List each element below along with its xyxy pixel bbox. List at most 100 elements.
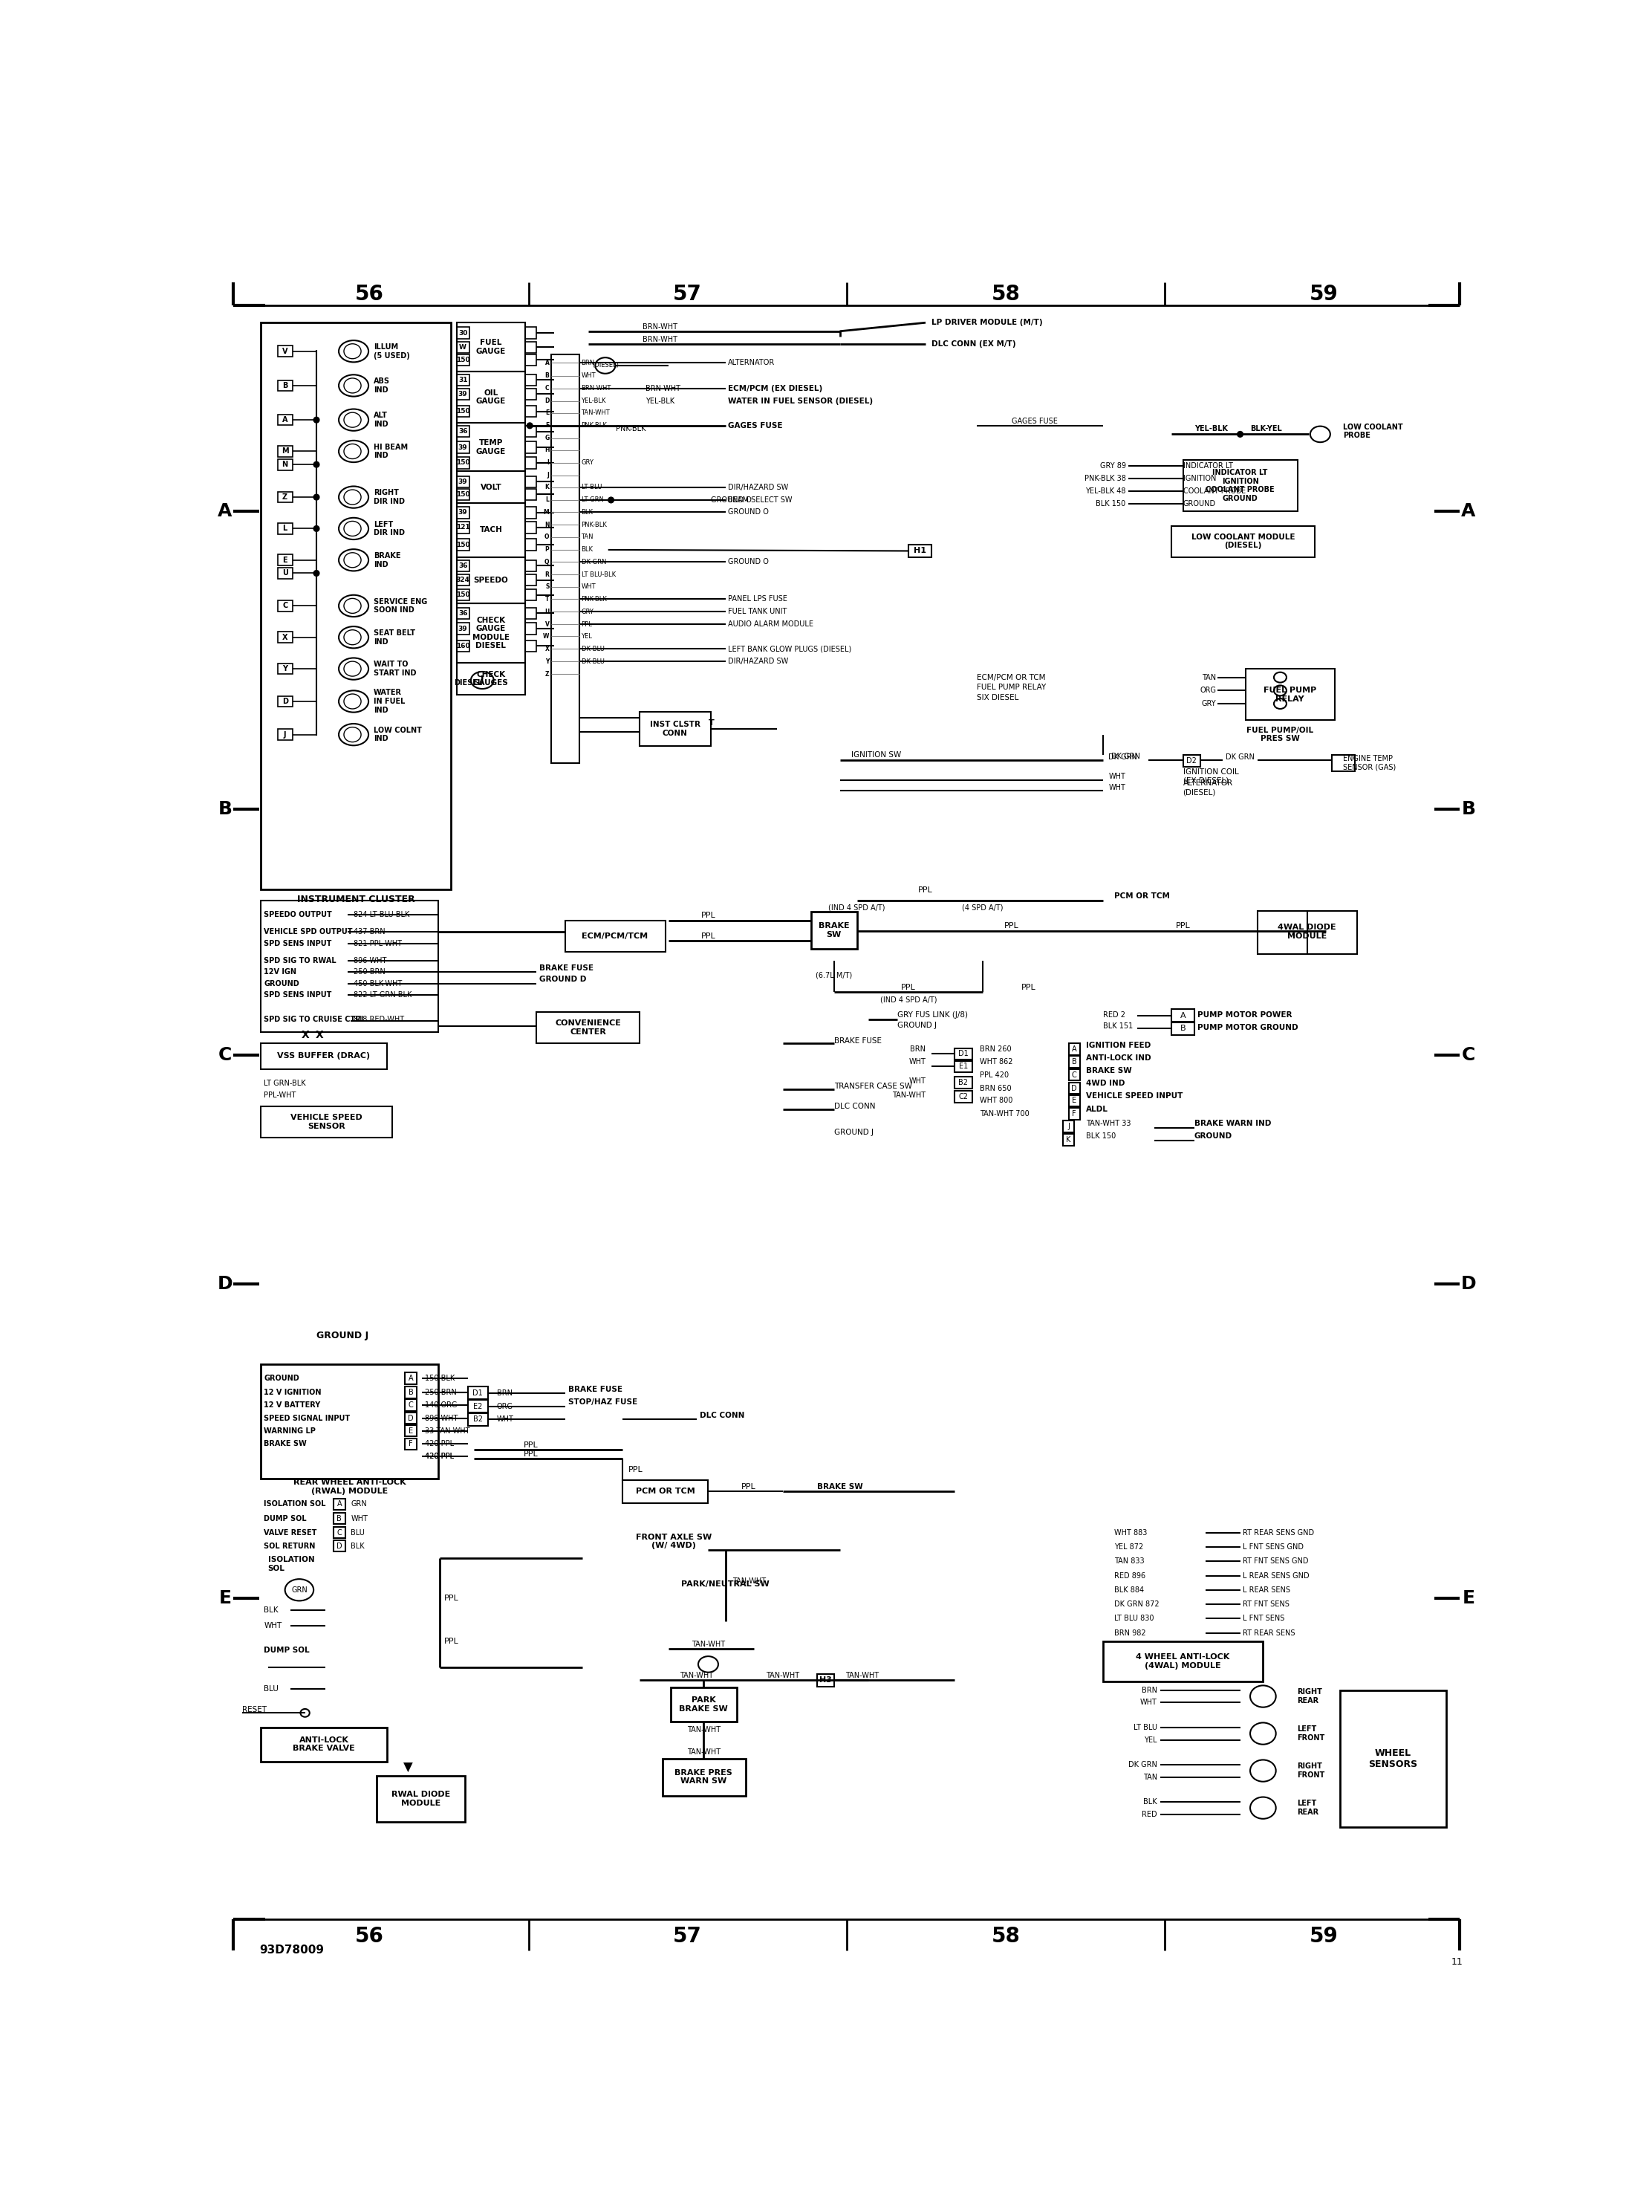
Text: BRN-WHT: BRN-WHT [643, 336, 677, 343]
Text: IGNITION FEED: IGNITION FEED [1085, 1042, 1150, 1048]
Text: M: M [544, 509, 548, 515]
Text: IGNITION: IGNITION [1183, 476, 1216, 482]
Text: BRAKE FUSE: BRAKE FUSE [834, 1037, 882, 1044]
Text: ANTI-LOCK IND: ANTI-LOCK IND [1085, 1055, 1151, 1062]
Text: BLK: BLK [264, 1606, 279, 1615]
Bar [334, 1513, 345, 1524]
Bar [525, 489, 537, 500]
Text: RT REAR SENS: RT REAR SENS [1242, 1628, 1295, 1637]
Text: TAN-WHT 33: TAN-WHT 33 [1085, 1119, 1130, 1128]
Text: TAN 833: TAN 833 [1115, 1557, 1145, 1566]
Circle shape [527, 422, 532, 429]
Text: V: V [545, 622, 548, 628]
Bar [261, 1106, 393, 1137]
Text: Y: Y [545, 657, 548, 664]
Text: LT BLU-BLK: LT BLU-BLK [582, 571, 616, 577]
Text: GRY: GRY [1201, 699, 1216, 708]
Text: DK GRN: DK GRN [582, 557, 606, 564]
Text: FUEL
GAUGE: FUEL GAUGE [476, 338, 506, 354]
Text: 140 ORG: 140 ORG [425, 1402, 458, 1409]
Bar [671, 1688, 737, 1721]
Text: PPL: PPL [628, 1467, 643, 1473]
Text: L REAR SENS GND: L REAR SENS GND [1242, 1573, 1310, 1579]
Text: Z: Z [545, 670, 548, 677]
Bar [278, 345, 292, 356]
Text: GROUND J: GROUND J [897, 1022, 937, 1029]
Bar [1340, 1690, 1446, 1827]
Text: ECM/PCM/TCM: ECM/PCM/TCM [582, 931, 648, 940]
Bar [261, 1044, 387, 1068]
Text: (6.7L M/T): (6.7L M/T) [816, 971, 852, 978]
Text: GRN: GRN [291, 1586, 307, 1593]
Bar [1257, 911, 1358, 953]
Ellipse shape [344, 445, 362, 458]
Ellipse shape [699, 1657, 719, 1672]
Text: PNK-BLK: PNK-BLK [582, 522, 608, 529]
Bar [278, 555, 292, 566]
Text: RIGHT
REAR: RIGHT REAR [1297, 1688, 1323, 1705]
Bar [456, 557, 525, 604]
Text: E: E [1462, 1590, 1475, 1608]
Ellipse shape [344, 661, 362, 677]
Text: PPL: PPL [524, 1451, 539, 1458]
Text: ALDL: ALDL [1085, 1106, 1108, 1113]
Text: 12V IGN: 12V IGN [264, 969, 296, 975]
Text: B: B [408, 1389, 413, 1396]
Text: ILLUM
(5 USED): ILLUM (5 USED) [373, 343, 410, 358]
Bar [1069, 1082, 1080, 1095]
Bar [261, 1365, 438, 1478]
Text: U: U [282, 568, 287, 577]
Bar [334, 1498, 345, 1511]
Text: PPL: PPL [742, 1484, 755, 1491]
Bar [1171, 1022, 1194, 1035]
Text: B: B [1180, 1024, 1186, 1033]
Text: BRAKE SW: BRAKE SW [816, 1484, 862, 1491]
Text: 4WD IND: 4WD IND [1085, 1079, 1125, 1088]
Circle shape [314, 526, 319, 531]
Text: DLC CONN (EX M/T): DLC CONN (EX M/T) [932, 341, 1016, 347]
Bar [468, 1387, 487, 1400]
Bar [623, 1480, 709, 1502]
Ellipse shape [595, 358, 615, 374]
Text: FUEL PUMP RELAY: FUEL PUMP RELAY [976, 684, 1046, 692]
Bar [456, 624, 469, 635]
Ellipse shape [344, 695, 362, 708]
Ellipse shape [1274, 699, 1287, 708]
Bar [278, 524, 292, 533]
Text: BLU: BLU [264, 1686, 279, 1692]
Text: PPL: PPL [524, 1442, 539, 1449]
Text: BLK-YEL: BLK-YEL [1251, 425, 1282, 431]
Text: GRY: GRY [582, 608, 593, 615]
Text: GROUND: GROUND [264, 1374, 299, 1382]
Text: PPL-WHT: PPL-WHT [264, 1091, 296, 1099]
Text: 160: 160 [456, 641, 469, 650]
Bar [525, 575, 537, 586]
Text: A: A [1072, 1046, 1077, 1053]
Bar [1062, 1135, 1074, 1146]
Text: ORG: ORG [497, 1402, 514, 1409]
Text: BLK 150: BLK 150 [1085, 1133, 1115, 1139]
Text: DIR/HAZARD SW: DIR/HAZARD SW [729, 484, 788, 491]
Text: B: B [545, 372, 548, 378]
Bar [278, 460, 292, 469]
Text: ISOLATION SOL: ISOLATION SOL [264, 1500, 325, 1509]
Text: LEFT BANK GLOW PLUGS (DIESEL): LEFT BANK GLOW PLUGS (DIESEL) [729, 646, 852, 653]
Text: BRAKE FUSE: BRAKE FUSE [568, 1385, 623, 1394]
Text: TAN-WHT: TAN-WHT [687, 1747, 720, 1756]
Text: C: C [337, 1528, 342, 1537]
Text: 56: 56 [355, 283, 383, 305]
Text: PPL: PPL [444, 1637, 459, 1646]
Bar [456, 560, 469, 571]
Text: DLC CONN: DLC CONN [700, 1411, 745, 1420]
Bar [525, 639, 537, 653]
Text: L REAR SENS: L REAR SENS [1242, 1586, 1290, 1593]
Text: A: A [1460, 502, 1475, 520]
Bar [468, 1413, 487, 1427]
Bar [811, 911, 857, 949]
Bar [525, 522, 537, 533]
Text: 33 TAN-WHT: 33 TAN-WHT [425, 1427, 471, 1436]
Text: B2: B2 [958, 1079, 968, 1086]
Text: PPL: PPL [1176, 922, 1191, 929]
Text: 818 RED-WHT: 818 RED-WHT [354, 1015, 405, 1024]
Text: REAR WHEEL ANTI-LOCK
(RWAL) MODULE: REAR WHEEL ANTI-LOCK (RWAL) MODULE [294, 1480, 406, 1495]
